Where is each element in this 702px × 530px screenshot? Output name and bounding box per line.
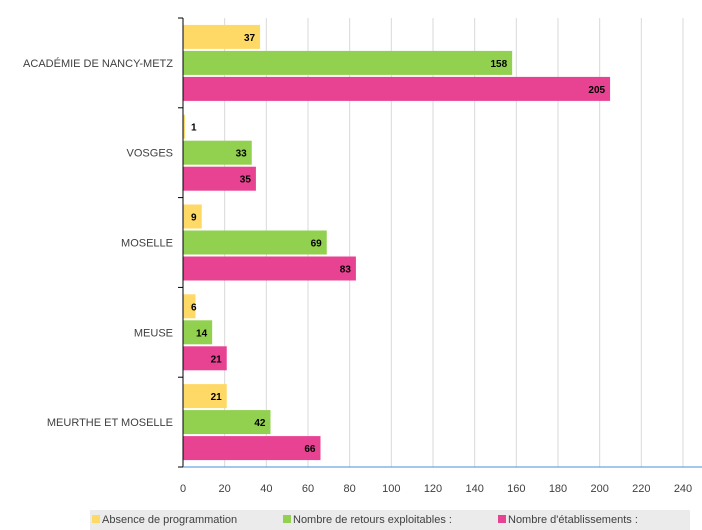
data-label-1-2: 35 [240, 175, 252, 186]
x-tick-label-100: 100 [382, 483, 400, 495]
category-label-4: MEURTHE ET MOSELLE [47, 417, 173, 429]
bar-2-1 [183, 230, 327, 255]
legend-swatch-0 [92, 515, 100, 523]
bar-4-1 [183, 410, 271, 435]
data-label-1-1: 33 [236, 149, 248, 160]
x-tick-label-80: 80 [344, 483, 356, 495]
legend-background [90, 510, 690, 530]
bar-3-0 [183, 294, 196, 319]
bar-0-2 [183, 76, 611, 101]
x-tick-label-200: 200 [590, 483, 608, 495]
x-tick-label-180: 180 [549, 483, 567, 495]
category-label-1: VOSGES [127, 148, 173, 160]
bar-1-0 [183, 114, 186, 139]
data-label-3-1: 14 [196, 328, 208, 339]
legend-label-1: Nombre de retours exploitables : [293, 514, 452, 526]
bar-2-0 [183, 204, 202, 229]
legend-label-2: Nombre d'établissements : [508, 514, 638, 526]
bar-2-2 [183, 256, 356, 281]
bar-1-2 [183, 166, 256, 191]
data-label-4-0: 21 [211, 392, 223, 403]
category-label-0: ACADÉMIE DE NANCY-METZ [23, 57, 173, 70]
x-tick-label-0: 0 [180, 483, 186, 495]
bar-0-1 [183, 50, 513, 75]
data-label-3-0: 6 [191, 302, 197, 313]
legend-swatch-1 [283, 515, 291, 523]
data-label-0-2: 205 [588, 85, 605, 96]
x-tick-label-220: 220 [632, 483, 650, 495]
bar-3-2 [183, 346, 227, 371]
bar-0-0 [183, 24, 261, 49]
data-label-0-0: 37 [244, 33, 256, 44]
data-label-4-1: 42 [254, 418, 266, 429]
x-tick-label-120: 120 [424, 483, 442, 495]
data-label-2-1: 69 [311, 239, 323, 250]
data-label-2-0: 9 [191, 213, 197, 224]
legend-swatch-2 [498, 515, 506, 523]
data-label-2-2: 83 [340, 265, 352, 276]
bar-4-2 [183, 436, 321, 461]
x-tick-label-40: 40 [260, 483, 272, 495]
bar-4-0 [183, 384, 227, 409]
x-tick-label-140: 140 [465, 483, 483, 495]
category-label-2: MOSELLE [121, 238, 173, 250]
x-tick-label-20: 20 [219, 483, 231, 495]
bar-3-1 [183, 320, 213, 345]
legend-label-0: Absence de programmation [102, 514, 237, 526]
x-tick-label-240: 240 [674, 483, 692, 495]
x-tick-label-160: 160 [507, 483, 525, 495]
data-label-4-2: 66 [304, 444, 316, 455]
data-label-3-2: 21 [211, 354, 223, 365]
data-label-1-0: 1 [191, 123, 197, 134]
bar-1-1 [183, 140, 252, 165]
category-label-3: MEUSE [134, 327, 173, 339]
data-label-0-1: 158 [490, 59, 507, 70]
x-tick-label-60: 60 [302, 483, 314, 495]
